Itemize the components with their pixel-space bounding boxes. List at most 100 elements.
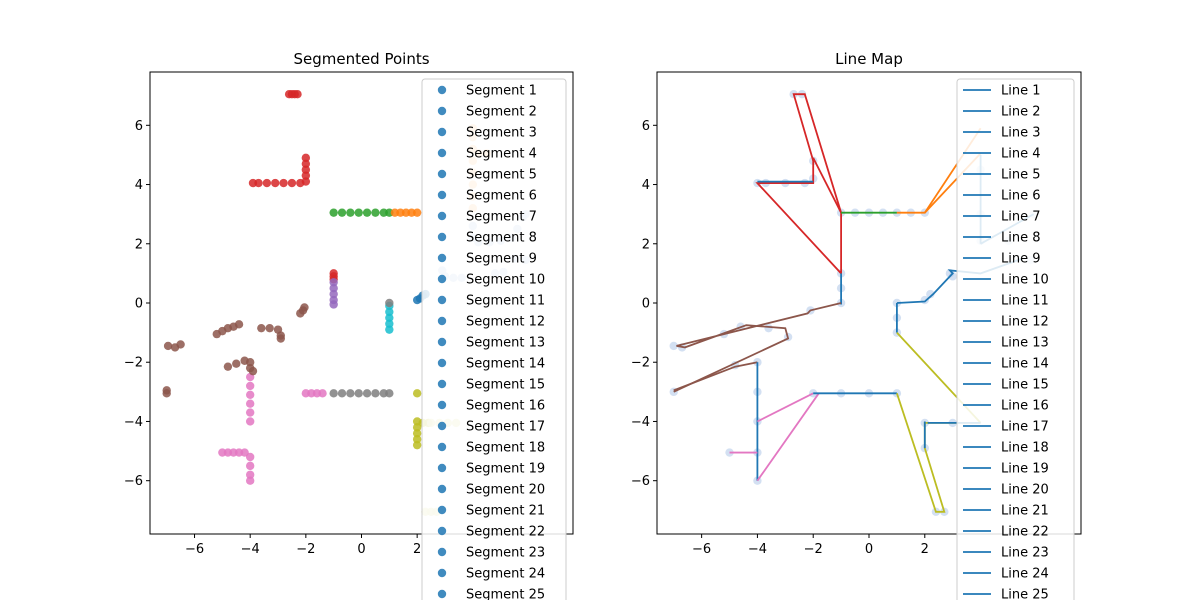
legend-label: Segment 25 <box>466 588 545 600</box>
legend-marker <box>437 421 447 431</box>
legend-entry: Segment 23 <box>437 546 545 561</box>
legend-label: Segment 8 <box>466 231 537 246</box>
data-point <box>248 178 258 188</box>
legend-entry: Segment 9 <box>437 252 537 267</box>
legend-entry: Line 9 <box>963 252 1041 267</box>
legend-label: Line 6 <box>1001 189 1041 204</box>
series-line-12 <box>673 302 842 393</box>
legend-entry: Segment 12 <box>437 315 545 330</box>
legend-marker <box>437 379 447 389</box>
data-point <box>248 366 258 376</box>
data-point <box>287 178 297 188</box>
legend-label: Segment 1 <box>466 84 537 99</box>
plot-area <box>669 90 1038 516</box>
data-point <box>329 283 338 293</box>
legend-entry: Line 24 <box>963 567 1049 582</box>
legend-label: Line 25 <box>1001 588 1049 600</box>
legend-label: Line 11 <box>1001 294 1049 309</box>
data-point <box>245 461 255 471</box>
data-point <box>385 298 394 308</box>
legend-entry: Line 15 <box>963 378 1049 393</box>
data-point <box>371 389 380 398</box>
legend-label: Line 4 <box>1001 147 1041 162</box>
data-point <box>162 389 171 398</box>
legend-entry: Segment 24 <box>437 567 545 582</box>
legend-label: Segment 6 <box>466 189 537 204</box>
data-point <box>385 319 394 328</box>
axes: −6 −4 −2 0 2 −6 −4 −2 0 2 4 6 <box>124 71 574 557</box>
x-tick-label: −4 <box>748 542 767 557</box>
series-line-13 <box>673 361 758 392</box>
legend-marker <box>437 463 447 473</box>
legend-entry: Line 5 <box>963 168 1041 183</box>
data-point <box>296 178 305 188</box>
legend-marker <box>437 442 447 452</box>
legend-entry: Segment 25 <box>437 588 545 600</box>
data-point <box>362 208 372 217</box>
legend-entry: Line 25 <box>963 588 1049 600</box>
legend-label: Line 8 <box>1001 231 1041 246</box>
legend-entry: Line 2 <box>963 105 1041 120</box>
legend-marker <box>437 190 447 200</box>
data-point <box>329 208 338 217</box>
legend-label: Segment 9 <box>466 252 537 267</box>
data-point <box>346 208 355 217</box>
legend-marker <box>437 148 447 158</box>
data-point <box>245 408 255 417</box>
legend-label: Line 17 <box>1001 420 1049 435</box>
legend-label: Segment 7 <box>466 210 537 225</box>
data-point <box>223 362 233 371</box>
legend-label: Line 22 <box>1001 525 1049 540</box>
data-point <box>385 313 394 323</box>
legend-box <box>956 78 1075 600</box>
legend-label: Line 13 <box>1001 336 1049 351</box>
legend-label: Line 7 <box>1001 210 1041 225</box>
data-point <box>329 389 338 398</box>
legend-entry: Line 8 <box>963 231 1041 246</box>
legend-marker <box>437 127 447 137</box>
data-point <box>329 278 338 287</box>
legend-label: Line 2 <box>1001 105 1041 120</box>
data-point <box>300 303 309 312</box>
data-point <box>293 90 302 99</box>
legend-entry: Line 3 <box>963 126 1041 141</box>
data-point <box>948 272 957 281</box>
data-point <box>245 358 255 367</box>
data-point <box>329 300 338 309</box>
legend-marker <box>437 211 447 221</box>
y-tick-label: −6 <box>631 474 650 489</box>
legend-marker <box>437 106 447 116</box>
legend-entry: Line 12 <box>963 315 1049 330</box>
chart-title: Segmented Points <box>293 50 429 68</box>
legend-label: Segment 2 <box>466 105 537 120</box>
legend-marker <box>437 316 447 326</box>
legend-marker <box>437 274 447 284</box>
legend-label: Segment 24 <box>466 567 545 582</box>
legend-entry: Line 11 <box>963 294 1049 309</box>
data-point <box>163 341 173 351</box>
legend-entry: Segment 11 <box>437 294 545 309</box>
legend-label: Line 20 <box>1001 483 1049 498</box>
y-tick-label: −2 <box>124 356 143 371</box>
data-point <box>412 440 422 450</box>
legend-entry: Segment 19 <box>437 462 545 477</box>
legend-entry: Line 6 <box>963 189 1041 204</box>
y-tick-label: 6 <box>642 119 650 134</box>
legend-label: Segment 20 <box>466 483 545 498</box>
legend-label: Segment 16 <box>466 399 545 414</box>
data-point <box>245 470 255 479</box>
legend-label: Line 3 <box>1001 126 1041 141</box>
data-point <box>362 389 372 398</box>
legend-entry: Segment 10 <box>437 273 545 288</box>
legend-entry: Line 13 <box>963 336 1049 351</box>
legend-entry: Segment 20 <box>437 483 545 498</box>
series-9 <box>218 372 327 485</box>
data-point <box>385 389 394 398</box>
legend-label: Line 23 <box>1001 546 1049 561</box>
legend-entry: Segment 3 <box>437 126 537 141</box>
legend-label: Line 1 <box>1001 84 1041 99</box>
data-point <box>412 389 422 398</box>
legend-label: Segment 12 <box>466 315 545 330</box>
data-point <box>301 171 311 180</box>
legend-marker <box>437 400 447 410</box>
